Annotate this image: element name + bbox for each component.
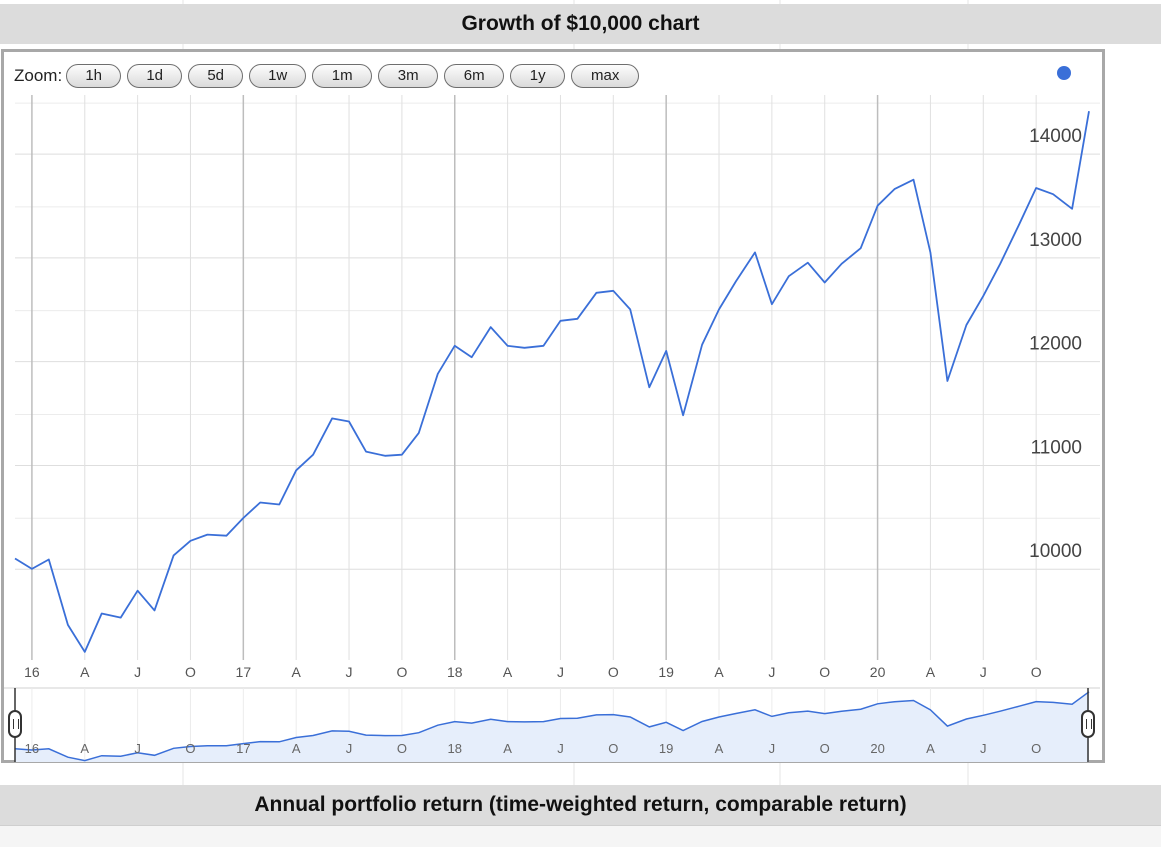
zoom-3m-button[interactable]: 3m	[378, 64, 439, 88]
zoom-1d-button[interactable]: 1d	[127, 64, 183, 88]
zoom-1m-button[interactable]: 1m	[312, 64, 373, 88]
x-tick-label: A	[503, 664, 513, 680]
x-tick-label: J	[980, 664, 987, 680]
x-tick-label: 17	[236, 664, 252, 680]
navigator-tick-label: J	[346, 741, 353, 756]
zoom-5d-button[interactable]: 5d	[188, 64, 244, 88]
zoom-label: Zoom:	[14, 66, 63, 85]
navigator-tick-label: 19	[659, 741, 673, 756]
x-tick-label: J	[346, 664, 353, 680]
y-tick-label: 14000	[1029, 126, 1082, 147]
x-tick-label: O	[396, 664, 407, 680]
y-tick-label: 13000	[1029, 230, 1082, 251]
chart-section-header: Growth of $10,000 chart	[0, 4, 1161, 44]
x-tick-label: 19	[658, 664, 674, 680]
x-tick-label: 18	[447, 664, 463, 680]
zoom-1w-button[interactable]: 1w	[249, 64, 307, 88]
series-legend-dot	[1057, 66, 1071, 80]
navigator-tick-label: 16	[25, 741, 39, 756]
annual-return-panel	[0, 825, 1161, 847]
x-tick-label: 20	[870, 664, 886, 680]
zoom-6m-button[interactable]: 6m	[444, 64, 505, 88]
x-tick-label: O	[608, 664, 619, 680]
zoom-max-button[interactable]: max	[571, 64, 640, 88]
series-line	[14, 111, 1090, 653]
navigator-tick-label: J	[980, 741, 987, 756]
navigator-tick-label: 20	[870, 741, 884, 756]
navigator-tick-label: O	[1031, 741, 1041, 756]
x-tick-label: A	[926, 664, 936, 680]
y-tick-label: 12000	[1029, 334, 1082, 355]
navigator-tick-label: A	[926, 741, 935, 756]
x-tick-label: A	[80, 664, 90, 680]
annual-return-section-header: Annual portfolio return (time-weighted r…	[0, 785, 1161, 825]
navigator-tick-label: O	[397, 741, 407, 756]
x-tick-label: J	[557, 664, 564, 680]
zoom-1h-button[interactable]: 1h	[66, 64, 122, 88]
x-tick-label: A	[292, 664, 302, 680]
x-tick-label: O	[819, 664, 830, 680]
range-start-handle[interactable]	[8, 710, 22, 738]
zoom-1y-button[interactable]: 1y	[510, 64, 566, 88]
y-tick-label: 10000	[1029, 541, 1082, 562]
navigator-tick-label: O	[608, 741, 618, 756]
x-tick-label: J	[134, 664, 141, 680]
navigator-area	[15, 691, 1089, 762]
navigator-tick-label: J	[557, 741, 564, 756]
navigator-tick-label: A	[80, 741, 89, 756]
navigator-tick-label: J	[769, 741, 776, 756]
navigator-tick-label: 18	[448, 741, 462, 756]
range-end-handle[interactable]	[1081, 710, 1095, 738]
x-tick-label: 16	[24, 664, 40, 680]
navigator-tick-label: A	[292, 741, 301, 756]
navigator-tick-label: A	[715, 741, 724, 756]
zoom-bar: Zoom: 1h 1d 5d 1w 1m 3m 6m 1y max	[14, 62, 645, 90]
x-tick-label: J	[768, 664, 775, 680]
navigator-tick-label: O	[820, 741, 830, 756]
y-tick-label: 11000	[1031, 437, 1082, 458]
x-tick-label: A	[714, 664, 724, 680]
x-tick-label: O	[1031, 664, 1042, 680]
navigator-tick-label: O	[185, 741, 195, 756]
x-tick-label: O	[185, 664, 196, 680]
navigator-tick-label: 17	[236, 741, 250, 756]
navigator-tick-label: J	[134, 741, 141, 756]
navigator-line	[14, 691, 1090, 762]
navigator-tick-label: A	[503, 741, 512, 756]
